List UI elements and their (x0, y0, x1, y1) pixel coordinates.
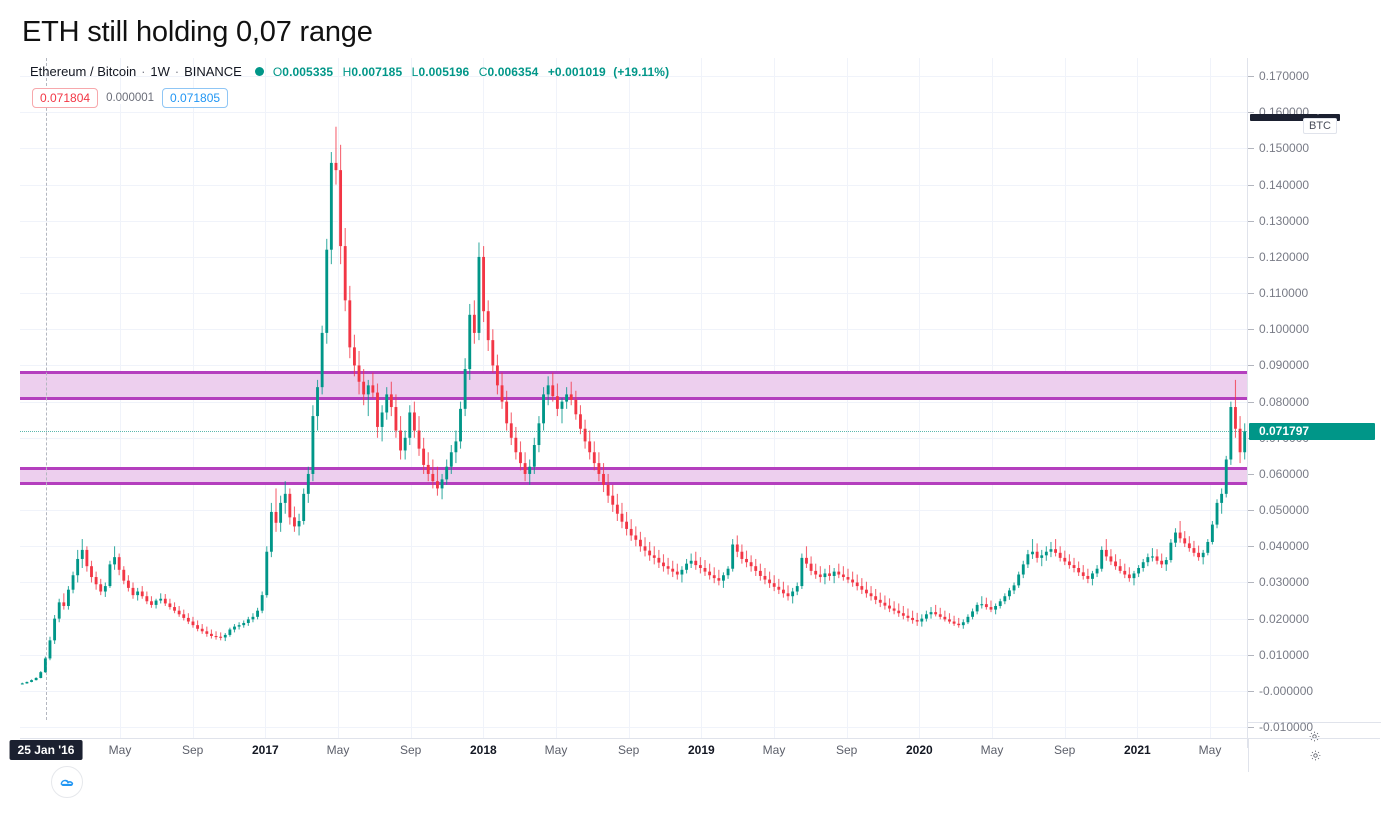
cropped-toolbar-fragment (1250, 114, 1318, 121)
time-axis-tick: 2017 (251, 743, 279, 757)
gridline-horizontal (20, 148, 1247, 150)
legend-symbol[interactable]: Ethereum / Bitcoin (30, 64, 137, 79)
time-axis-tick: 2020 (905, 743, 933, 757)
price-axis-tick: 0.030000 (1248, 575, 1381, 589)
gridline-horizontal (20, 112, 1247, 114)
price-axis-tick: 0.150000 (1248, 141, 1381, 155)
legend-interval[interactable]: 1W (150, 64, 170, 79)
price-axis-tick: -0.000000 (1248, 684, 1381, 698)
ohlc-change: +0.001019 (547, 64, 606, 79)
ohlc-low-label: L (411, 64, 419, 79)
ohlc-low-value: 0.005196 (418, 64, 470, 79)
time-axis-tick: Sep (181, 743, 204, 757)
gridline-horizontal (20, 293, 1247, 295)
status-circle-icon (254, 67, 264, 76)
time-axis-tick: Sep (399, 743, 422, 757)
gridline-horizontal (20, 582, 1247, 584)
time-axis-tick: May (762, 743, 786, 757)
time-axis-tick: May (980, 743, 1004, 757)
measurement-badges[interactable]: 0.071804 0.000001 0.071805 (32, 88, 229, 108)
price-axis-tick: -0.010000 (1248, 720, 1381, 734)
price-axis-tick: 0.090000 (1248, 358, 1381, 372)
time-axis-tick: Sep (835, 743, 858, 757)
time-scale[interactable]: 25 Jan '16 May Sep 2017 May Sep 2018 May Sep 201… (9, 738, 1381, 773)
gridline-horizontal (20, 220, 1247, 222)
ohlc-change-percent: (+19.11%) (613, 64, 670, 79)
ohlc-open-label: O (272, 64, 283, 79)
gridline-horizontal (20, 401, 1247, 403)
cropped-toolbar-fragment-2 (1318, 114, 1340, 121)
time-axis-tick: 2019 (687, 743, 715, 757)
gridline-horizontal (20, 727, 1247, 729)
page-title: ETH still holding 0,07 range (22, 16, 373, 48)
legend-separator: · (141, 64, 146, 79)
price-scale[interactable]: 0.071797 0.170000 0.160000 0.150000 0.14000… (1247, 58, 1381, 748)
price-axis-tick: 0.140000 (1248, 178, 1381, 192)
last-price-dotted-line (20, 431, 1247, 433)
time-axis-tick: Sep (617, 743, 640, 757)
time-scale-settings-gear-icon[interactable] (1248, 739, 1381, 772)
gridline-horizontal (20, 437, 1247, 439)
gridline-horizontal (20, 184, 1247, 186)
gridline-horizontal (20, 329, 1247, 331)
gridline-horizontal (20, 690, 1247, 692)
price-axis-tick: 0.170000 (1248, 69, 1381, 83)
time-axis-tick: May (108, 743, 132, 757)
ohlc-close-label: C (478, 64, 488, 79)
gridline-horizontal (20, 76, 1247, 78)
price-axis-tick: 0.040000 (1248, 539, 1381, 553)
time-axis-tick: 2018 (469, 743, 497, 757)
time-axis-tick: May (326, 743, 350, 757)
measure-diff-label: 0.000001 (106, 92, 155, 104)
gridline-horizontal (20, 256, 1247, 258)
chart-legend[interactable]: Ethereum / Bitcoin · 1W · BINANCE O0.005… (30, 64, 669, 79)
price-axis-tick: 0.110000 (1248, 286, 1381, 300)
gridline-horizontal (20, 618, 1247, 620)
ohlc-open-value: 0.005335 (282, 64, 334, 79)
gridline-horizontal (20, 365, 1247, 367)
ohlc-close-value: 0.006354 (487, 64, 539, 79)
ohlc-high-label: H (342, 64, 352, 79)
tradingview-logo-icon[interactable] (51, 766, 83, 798)
price-axis-tick: 0.100000 (1248, 322, 1381, 336)
time-axis-tick: May (544, 743, 568, 757)
price-axis-tick: 0.010000 (1248, 648, 1381, 662)
legend-exchange[interactable]: BINANCE (184, 64, 242, 79)
start-date-marker-line (46, 58, 47, 720)
current-price-badge: 0.071797 (1249, 423, 1375, 441)
time-axis-tick: May (1198, 743, 1222, 757)
price-axis-tick: 0.080000 (1248, 395, 1381, 409)
time-axis-tick: 2021 (1123, 743, 1151, 757)
chart-widget[interactable]: Ethereum / Bitcoin · 1W · BINANCE O0.005… (9, 58, 1381, 798)
ohlc-values: O0.005335 H0.007185 L0.005196 C0.006354 … (273, 65, 669, 79)
currency-unit-chip[interactable]: BTC (1303, 118, 1337, 134)
chart-plot-area[interactable] (20, 58, 1247, 738)
price-axis-tick: 0.020000 (1248, 612, 1381, 626)
time-axis-tick: Sep (1053, 743, 1076, 757)
price-axis-tick: 0.130000 (1248, 214, 1381, 228)
price-axis-tick: 0.050000 (1248, 503, 1381, 517)
price-scale-settings-gear-icon[interactable] (1248, 722, 1381, 749)
lower-support-zone[interactable] (20, 466, 1247, 485)
price-axis-tick: 0.120000 (1248, 250, 1381, 264)
candlestick-series (20, 126, 1247, 685)
time-scale-active-label: 25 Jan '16 (9, 740, 83, 760)
gridline-horizontal (20, 510, 1247, 512)
price-axis-tick: 0.060000 (1248, 467, 1381, 481)
measure-low-badge[interactable]: 0.071804 (32, 88, 99, 108)
gridline-horizontal (20, 546, 1247, 548)
measure-high-badge[interactable]: 0.071805 (162, 88, 229, 108)
gridline-horizontal (20, 654, 1247, 656)
ohlc-high-value: 0.007185 (351, 64, 403, 79)
legend-separator: · (174, 64, 180, 79)
upper-resistance-zone[interactable] (20, 370, 1247, 400)
